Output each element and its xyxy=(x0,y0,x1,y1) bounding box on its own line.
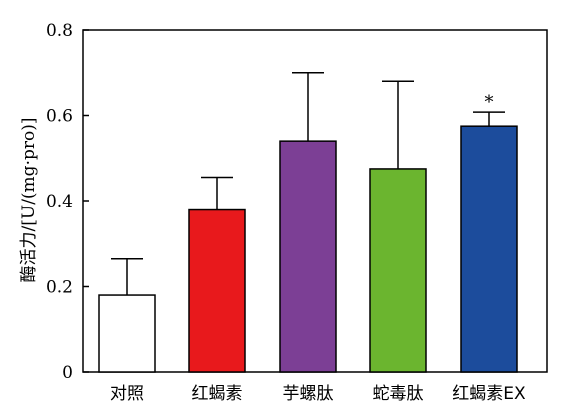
bar-4 xyxy=(460,125,518,373)
y-tick-label-4: 0.8 xyxy=(46,21,73,41)
x-tick-label-2: 芋螺肽 xyxy=(283,384,334,404)
significance-marker-4: * xyxy=(485,92,494,113)
y-tick-label-0: 0 xyxy=(62,363,73,383)
y-tick-label-2: 0.4 xyxy=(46,192,73,212)
y-axis-label: 酶活力/[U/(mg·pro)] xyxy=(19,118,39,283)
x-tick-label-1: 红蝎素 xyxy=(192,384,243,404)
x-tick-label-4: 红蝎素EX xyxy=(452,384,526,404)
x-tick-label-3: 蛇毒肽 xyxy=(373,384,424,404)
bar-1 xyxy=(188,208,246,373)
bar-3 xyxy=(369,168,427,373)
y-tick-label-1: 0.2 xyxy=(46,278,73,298)
bar-0 xyxy=(98,294,156,373)
y-tick-label-3: 0.6 xyxy=(46,107,73,127)
x-tick-label-0: 对照 xyxy=(110,384,144,404)
bar-2 xyxy=(279,140,337,373)
plot-area: 0 0.2 0.4 0.6 0.8 对照 红蝎素 芋螺肽 蛇毒肽 红蝎素EX * xyxy=(46,21,548,404)
